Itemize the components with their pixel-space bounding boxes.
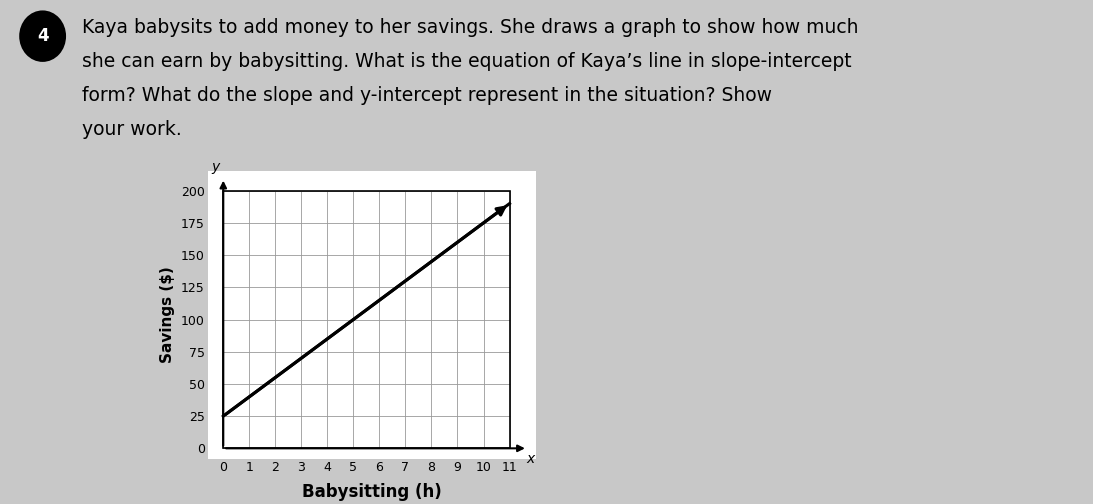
Text: 4: 4: [37, 27, 48, 45]
Text: y: y: [211, 160, 220, 174]
Text: she can earn by babysitting. What is the equation of Kaya’s line in slope-interc: she can earn by babysitting. What is the…: [82, 52, 851, 71]
Text: Kaya babysits to add money to her savings. She draws a graph to show how much: Kaya babysits to add money to her saving…: [82, 18, 858, 37]
Text: your work.: your work.: [82, 120, 181, 140]
Bar: [223, 191, 509, 449]
Text: x: x: [526, 452, 534, 466]
Circle shape: [21, 12, 64, 60]
Y-axis label: Savings ($): Savings ($): [161, 267, 176, 363]
X-axis label: Babysitting (h): Babysitting (h): [302, 483, 442, 501]
Text: form? What do the slope and y-intercept represent in the situation? Show: form? What do the slope and y-intercept …: [82, 86, 772, 105]
